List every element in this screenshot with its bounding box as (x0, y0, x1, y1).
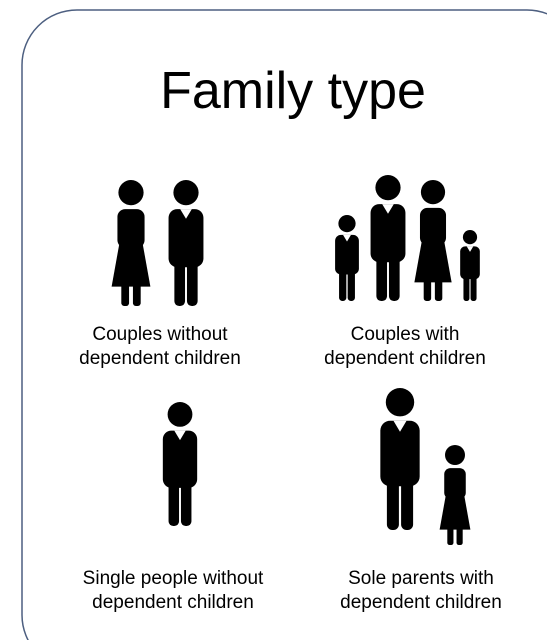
icon-family (335, 175, 480, 301)
card-border (21, 9, 547, 640)
item-label: dependent children (324, 348, 486, 369)
item-label: Sole parents with (348, 568, 494, 589)
item-label: dependent children (340, 592, 502, 613)
item-label: Couples with (351, 324, 460, 345)
icon-single (162, 402, 198, 526)
item-label: dependent children (92, 592, 254, 613)
item-label: dependent children (79, 348, 241, 369)
title: Family type (160, 62, 426, 120)
item-label: Couples without (92, 324, 228, 345)
icon-sole-parent (380, 388, 471, 545)
item-label: Single people without (83, 568, 264, 589)
icon-couple (111, 180, 204, 306)
